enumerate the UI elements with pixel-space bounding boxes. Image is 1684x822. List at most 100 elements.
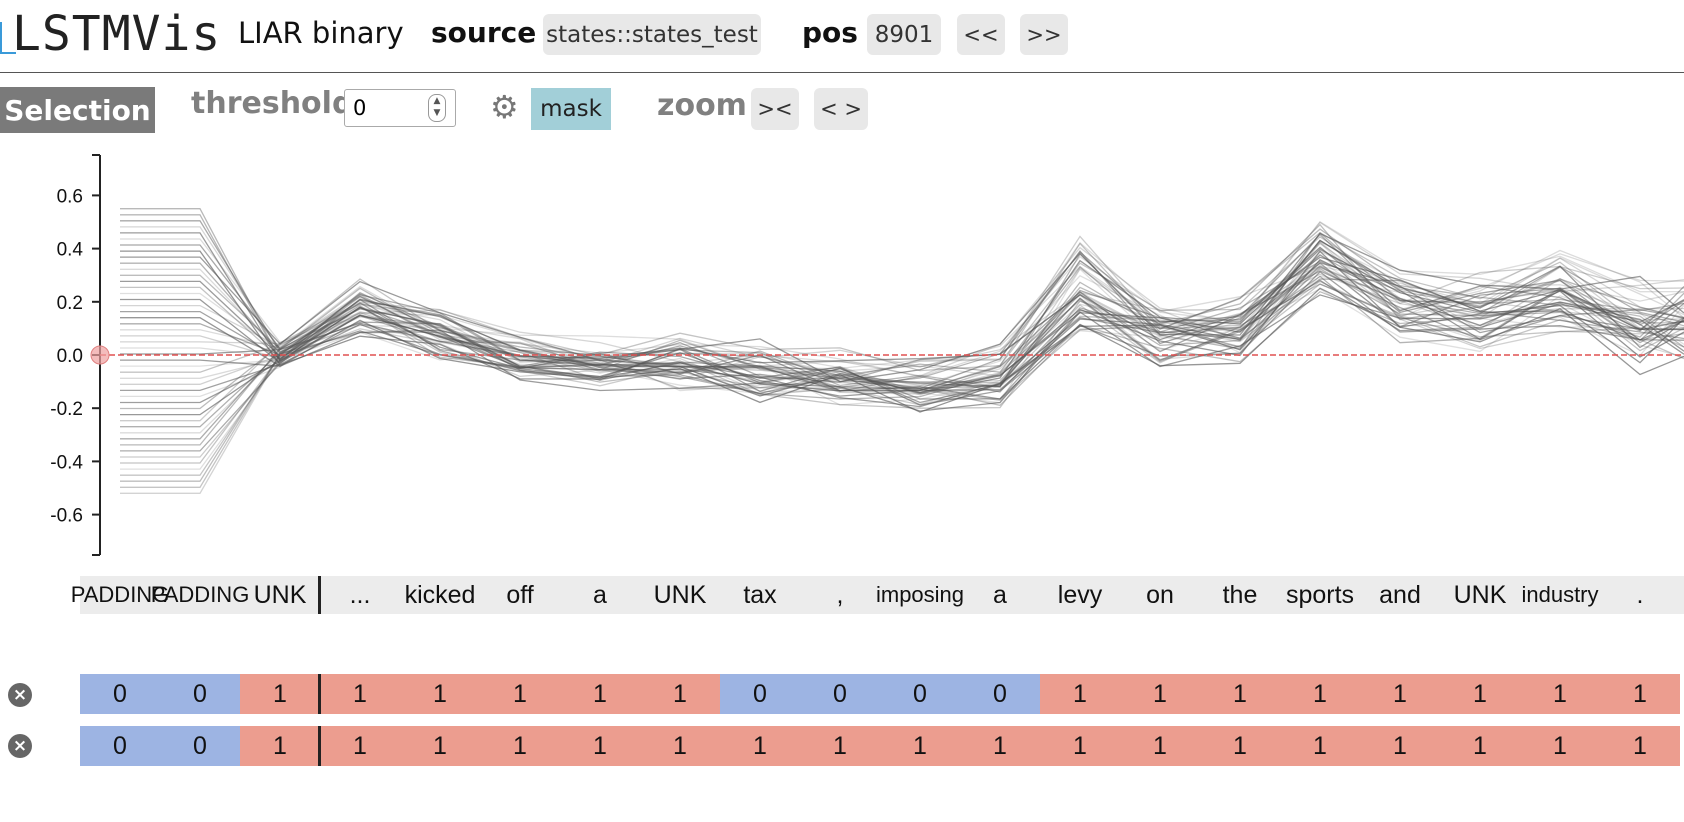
state-line: [120, 208, 1684, 389]
state-line: [120, 231, 1684, 446]
pos-label: pos: [802, 16, 858, 49]
word-token[interactable]: on: [1146, 580, 1174, 609]
zoom-label: zoom: [657, 88, 747, 123]
state-line: [120, 238, 1684, 368]
y-tick-label: 0.6: [57, 186, 83, 207]
state-line: [120, 250, 1684, 413]
y-tick-label: -0.2: [50, 399, 83, 420]
annotation-cell: 1: [1120, 674, 1200, 714]
state-line: [120, 244, 1684, 400]
project-title: LIAR binary: [238, 16, 404, 50]
annotation-cell: 1: [240, 726, 320, 766]
next-button[interactable]: >>: [1020, 14, 1068, 55]
word-token[interactable]: .: [1636, 580, 1644, 609]
annotation-cell: 0: [720, 674, 800, 714]
y-tick-label: 0.4: [57, 240, 84, 261]
state-line: [120, 214, 1684, 388]
top-bar: LSTMVis LIAR binary source states::state…: [0, 0, 1684, 73]
threshold-handle[interactable]: [90, 345, 110, 365]
annotation-cell: 1: [1040, 726, 1120, 766]
word-token[interactable]: industry: [1521, 582, 1599, 607]
hidden-state-line-chart[interactable]: 0.6 0.4 0.2 0.0 -0.2 -0.4 -0.6: [0, 140, 1684, 560]
annotation-cell: 1: [960, 726, 1040, 766]
state-line: [120, 228, 1684, 410]
annotation-cell: 0: [880, 674, 960, 714]
annotation-cell: 1: [1200, 726, 1280, 766]
word-token[interactable]: a: [993, 580, 1007, 609]
annotation-cell: 1: [1600, 726, 1680, 766]
word-token[interactable]: levy: [1057, 580, 1103, 609]
annotation-cell: 1: [640, 726, 720, 766]
state-line: [120, 231, 1684, 373]
zoom-in-button[interactable]: ><: [751, 88, 799, 130]
selection-tab[interactable]: Selection: [0, 87, 155, 133]
state-line: [120, 242, 1684, 384]
state-line: [120, 220, 1684, 391]
annotation-cell: 1: [880, 726, 960, 766]
state-line: [120, 240, 1684, 387]
zoom-out-button[interactable]: < >: [814, 88, 868, 130]
state-line: [120, 220, 1684, 370]
annotation-cell: 1: [1200, 674, 1280, 714]
annotation-cell: 1: [240, 674, 320, 714]
annotation-cell: 1: [480, 674, 560, 714]
threshold-stepper[interactable]: ▲ ▼: [428, 94, 446, 122]
annotation-cell: 1: [1440, 726, 1520, 766]
annotation-cell: 0: [80, 674, 160, 714]
gear-icon[interactable]: ⚙: [490, 88, 519, 126]
annotation-cell: 1: [1520, 726, 1600, 766]
state-line: [120, 257, 1684, 396]
word-token[interactable]: UNK: [253, 580, 307, 609]
annotation-cell: 1: [1360, 726, 1440, 766]
state-line: [120, 248, 1684, 416]
cursor-divider: [318, 726, 321, 766]
word-token[interactable]: sports: [1285, 580, 1355, 609]
word-token[interactable]: PADDING: [70, 582, 170, 607]
cursor-divider: [318, 576, 321, 614]
annotation-cell: 0: [800, 674, 880, 714]
word-token[interactable]: PADDING: [150, 582, 250, 607]
source-label: source: [431, 16, 537, 49]
annotation-cell: 1: [1040, 674, 1120, 714]
pos-value[interactable]: 8901: [867, 14, 941, 55]
annotation-cell: 1: [480, 726, 560, 766]
threshold-label: threshold: [191, 86, 354, 121]
annotation-cell: 1: [1280, 726, 1360, 766]
word-token[interactable]: the: [1222, 580, 1258, 609]
mask-button[interactable]: mask: [531, 88, 611, 130]
annotation-cell: 1: [1280, 674, 1360, 714]
word-token[interactable]: and: [1379, 580, 1421, 609]
logo-accent: [0, 22, 16, 54]
word-token[interactable]: tax: [743, 580, 777, 609]
word-token[interactable]: ,: [836, 580, 844, 609]
state-line: [120, 262, 1684, 400]
annotation-cell: 1: [560, 726, 640, 766]
word-strip: PADDING PADDING UNK... kicked off a UNK tax, imp…: [70, 576, 1684, 614]
close-icon[interactable]: ×: [8, 683, 32, 707]
annotation-cell: 1: [560, 674, 640, 714]
close-icon[interactable]: ×: [8, 734, 32, 758]
state-line: [120, 221, 1684, 377]
word-token[interactable]: imposing: [875, 582, 965, 607]
word-token[interactable]: UNK: [653, 580, 707, 609]
word-token[interactable]: UNK: [1453, 580, 1507, 609]
annotation-cell: 1: [1600, 674, 1680, 714]
state-line: [120, 287, 1684, 400]
state-line: [120, 288, 1684, 405]
y-tick-label: 0.2: [57, 293, 83, 314]
word-token[interactable]: ...: [349, 580, 371, 609]
word-token[interactable]: kicked: [404, 580, 476, 609]
annotation-cell: 1: [720, 726, 800, 766]
state-line: [120, 241, 1684, 384]
word-token[interactable]: off: [506, 580, 534, 609]
source-selector[interactable]: states::states_test: [543, 14, 761, 55]
state-line: [120, 249, 1684, 378]
y-tick-label: -0.6: [50, 506, 83, 527]
annotation-cell: 1: [320, 674, 400, 714]
state-line: [120, 250, 1684, 368]
prev-button[interactable]: <<: [957, 14, 1005, 55]
word-token[interactable]: a: [593, 580, 607, 609]
annotation-cell: 0: [80, 726, 160, 766]
annotation-cell: 1: [400, 726, 480, 766]
